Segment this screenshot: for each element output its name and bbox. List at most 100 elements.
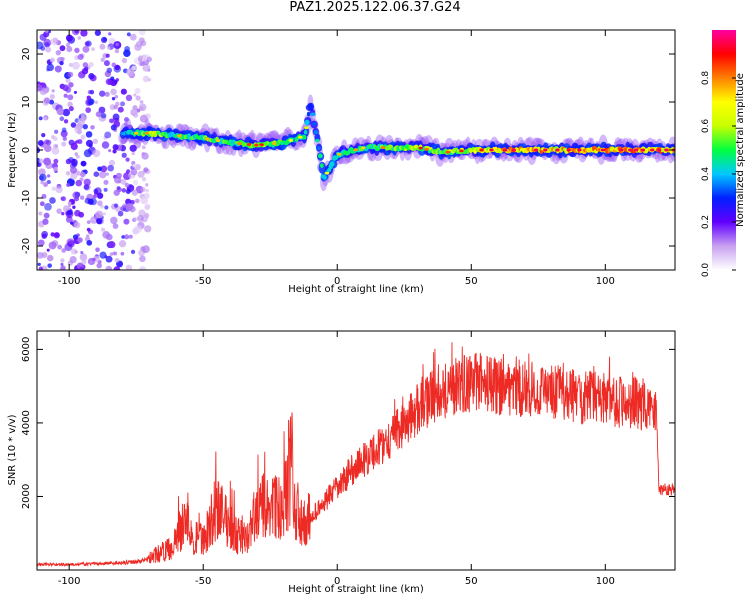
- noise-speckle: [125, 189, 131, 195]
- noise-speckle: [64, 243, 73, 252]
- spectrogram-y-label: Frequency (Hz): [7, 112, 18, 188]
- noise-speckle: [86, 239, 93, 246]
- track-peak: [259, 143, 264, 147]
- noise-speckle: [93, 171, 100, 177]
- noise-speckle: [65, 42, 70, 48]
- noise-speckle: [105, 265, 113, 270]
- noise-speckle: [125, 264, 133, 270]
- track-peak: [215, 139, 221, 143]
- noise-speckle: [115, 257, 120, 263]
- noise-speckle: [50, 37, 59, 46]
- noise-speckle: [44, 144, 52, 153]
- noise-speckle: [123, 49, 131, 57]
- noise-speckle: [124, 117, 130, 123]
- noise-speckle: [45, 46, 52, 53]
- track-peak: [353, 148, 358, 152]
- chart-title: PAZ1.2025.122.06.37.G24: [289, 0, 461, 15]
- noise-speckle: [53, 166, 58, 172]
- snr-series-line: [37, 342, 675, 568]
- noise-speckle: [45, 30, 49, 33]
- noise-speckle: [103, 60, 110, 67]
- noise-speckle: [38, 211, 43, 216]
- noise-speckle: [77, 129, 82, 135]
- noise-speckle: [103, 187, 108, 192]
- noise-speckle: [121, 235, 125, 239]
- noise-speckle: [42, 181, 49, 188]
- noise-speckle: [133, 216, 138, 222]
- snr-panel: -100 -50 0 50 100 2000 4000 6000 Height of str…: [7, 330, 676, 595]
- noise-speckle: [123, 218, 130, 225]
- noise-speckle: [63, 93, 68, 98]
- noise-speckle: [60, 258, 65, 263]
- noise-speckle: [37, 41, 44, 50]
- colorbar-tick-label: 0.8: [701, 71, 711, 86]
- noise-speckle: [142, 75, 150, 83]
- noise-speckle: [114, 94, 119, 99]
- noise-speckle: [66, 46, 73, 53]
- track-core: [310, 112, 316, 117]
- noise-speckle: [37, 140, 44, 146]
- colorbar-tick-label: 0.6: [701, 119, 711, 134]
- track-peak: [628, 148, 633, 152]
- track-core: [320, 163, 324, 168]
- noise-speckle: [52, 136, 58, 142]
- noise-speckle: [70, 142, 78, 151]
- noise-speckle: [115, 42, 119, 47]
- track-peak: [304, 126, 309, 130]
- spectrogram-y-tick-label: 10: [21, 96, 32, 109]
- noise-speckle: [82, 45, 90, 53]
- noise-speckle: [110, 88, 117, 96]
- noise-speckle: [117, 210, 124, 217]
- noise-speckle: [104, 205, 109, 210]
- noise-speckle: [117, 179, 122, 184]
- noise-speckle: [129, 144, 137, 153]
- noise-speckle: [108, 159, 115, 166]
- noise-speckle: [47, 263, 52, 268]
- noise-speckle: [108, 149, 112, 153]
- noise-speckle: [69, 166, 77, 174]
- noise-speckle: [48, 99, 55, 105]
- noise-speckle: [88, 73, 95, 80]
- noise-speckle: [55, 185, 63, 194]
- noise-speckle: [51, 146, 60, 155]
- noise-speckle: [110, 216, 118, 225]
- noise-speckle: [107, 46, 111, 50]
- noise-speckle: [66, 182, 71, 188]
- track-peak: [543, 148, 548, 152]
- noise-speckle: [67, 201, 72, 206]
- spectrogram-x-tick-label: 50: [465, 276, 478, 287]
- noise-speckle: [79, 195, 85, 200]
- noise-speckle: [85, 139, 94, 147]
- noise-speckle: [134, 43, 142, 51]
- spectrogram-y-tick-label: 0: [21, 147, 32, 153]
- noise-speckle: [70, 122, 77, 128]
- track-peak: [640, 148, 646, 152]
- noise-speckle: [61, 211, 65, 216]
- noise-speckle: [95, 247, 100, 253]
- spectrogram-x-tick-label: 100: [596, 276, 615, 287]
- colorbar-tick-label: 0.0: [701, 263, 711, 278]
- noise-speckle: [110, 124, 117, 131]
- noise-speckle: [60, 56, 65, 62]
- noise-speckle: [105, 255, 113, 263]
- noise-speckle: [95, 210, 104, 219]
- track-peak: [133, 131, 139, 135]
- noise-speckle: [75, 139, 80, 144]
- noise-speckle: [37, 262, 41, 267]
- noise-speckle: [85, 107, 92, 113]
- noise-speckle: [49, 197, 56, 204]
- noise-speckle: [46, 248, 50, 252]
- noise-speckle: [61, 141, 67, 147]
- noise-speckle: [74, 209, 81, 217]
- noise-speckle: [109, 118, 114, 124]
- noise-speckle: [82, 62, 89, 68]
- noise-speckle: [108, 32, 112, 36]
- noise-speckle: [142, 63, 151, 72]
- noise-speckle: [77, 36, 82, 40]
- track-core: [312, 122, 317, 126]
- snr-frame: [36, 330, 676, 571]
- noise-speckle: [65, 34, 73, 42]
